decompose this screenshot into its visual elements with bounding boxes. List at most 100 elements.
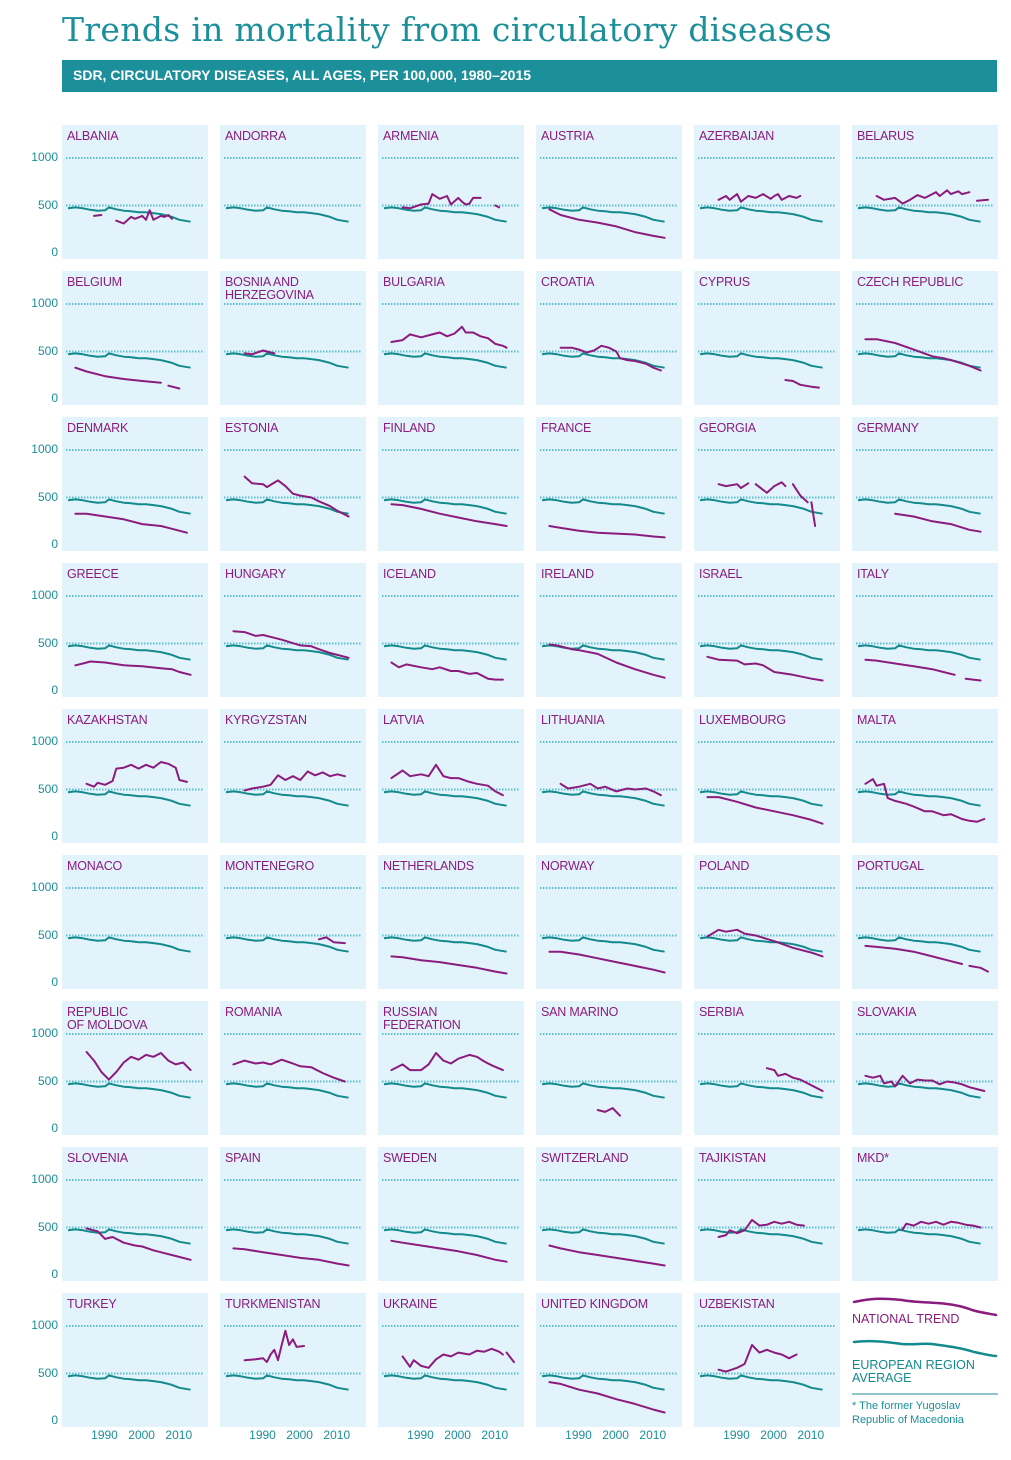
european-average-line xyxy=(383,644,507,661)
country-panel: NETHERLANDS xyxy=(378,855,524,989)
panel-plot xyxy=(856,595,994,682)
national-trend-line xyxy=(548,950,666,974)
european-average-line xyxy=(67,936,191,953)
national-trend-line xyxy=(243,349,276,356)
country-name: LATVIA xyxy=(383,713,424,727)
country-panel: ROMANIA xyxy=(220,1001,366,1135)
national-trend-line xyxy=(115,209,173,225)
european-average-line xyxy=(699,790,823,807)
country-name: SERBIA xyxy=(699,1005,744,1019)
panel-plot xyxy=(540,887,678,974)
country-name: CYPRUS xyxy=(699,275,750,289)
european-average-line xyxy=(67,790,191,807)
country-name: LITHUANIA xyxy=(541,713,605,727)
european-average-line xyxy=(699,352,823,369)
european-average-line xyxy=(383,1082,507,1099)
country-name: SWEDEN xyxy=(383,1151,437,1165)
national-trend-line xyxy=(85,761,188,788)
national-trend-line xyxy=(559,782,662,797)
european-average-line xyxy=(225,1228,349,1245)
european-average-line xyxy=(383,936,507,953)
y-tick-label: 0 xyxy=(51,683,58,697)
panel-plot xyxy=(698,303,836,389)
y-tick-label: 1000 xyxy=(31,588,58,602)
european-average-line xyxy=(857,1228,981,1245)
european-average-line xyxy=(699,206,823,223)
legend-national-label: NATIONAL TREND xyxy=(852,1312,960,1326)
x-tick-label: 1990 xyxy=(91,1428,118,1442)
country-name: AUSTRIA xyxy=(541,129,594,143)
european-average-line xyxy=(225,790,349,807)
x-tick-label: 2000 xyxy=(444,1428,471,1442)
panel-plot xyxy=(66,303,204,390)
country-panel: PORTUGAL xyxy=(852,855,998,989)
legend-european-label: EUROPEAN REGION AVERAGE xyxy=(852,1358,975,1385)
national-trend-line xyxy=(875,189,971,205)
country-name: KYRGYZSTAN xyxy=(225,713,307,727)
country-panel: MKD* xyxy=(852,1147,998,1281)
national-trend-line xyxy=(85,1051,192,1081)
y-tick-label: 500 xyxy=(37,635,58,650)
panel-plot xyxy=(540,1179,678,1267)
country-name: SLOVENIA xyxy=(67,1151,128,1165)
national-trend-line xyxy=(548,525,666,539)
country-panel: FRANCE xyxy=(536,417,682,551)
y-tick-label: 500 xyxy=(37,1073,58,1088)
country-name: SWITZERLAND xyxy=(541,1151,629,1165)
country-panel: SLOVAKIA xyxy=(852,1001,998,1135)
country-panel: ARMENIA xyxy=(378,125,524,259)
european-average-line xyxy=(383,790,507,807)
european-average-line xyxy=(225,936,349,953)
european-average-line xyxy=(225,1374,349,1391)
panel-plot xyxy=(224,1179,362,1267)
x-tick-label: 1990 xyxy=(565,1428,592,1442)
panel-plot xyxy=(382,1179,520,1263)
panel-plot xyxy=(540,303,678,372)
country-name: REPUBLIC OF MOLDOVA xyxy=(67,1005,148,1032)
panel-plot xyxy=(540,741,678,807)
national-trend-line xyxy=(390,763,504,797)
country-name: IRELAND xyxy=(541,567,594,581)
national-trend-line xyxy=(765,1067,824,1092)
european-average-line xyxy=(383,1228,507,1245)
y-tick-label: 500 xyxy=(37,927,58,942)
national-trend-line xyxy=(167,384,181,390)
country-name: TURKMENISTAN xyxy=(225,1297,321,1311)
panel-plot xyxy=(66,1033,204,1099)
subtitle-bar: SDR, CIRCULATORY DISEASES, ALL AGES, PER… xyxy=(62,60,997,92)
country-panel: AZERBAIJAN xyxy=(694,125,840,259)
european-average-line xyxy=(857,936,981,953)
european-average-line xyxy=(857,206,981,223)
european-average-line xyxy=(541,936,665,953)
country-name: TAJIKISTAN xyxy=(699,1151,766,1165)
country-panel: ALBANIA xyxy=(62,125,208,259)
country-panel: SERBIA xyxy=(694,1001,840,1135)
european-average-line xyxy=(67,644,191,661)
european-average-line xyxy=(541,1374,665,1391)
country-name: POLAND xyxy=(699,859,750,873)
country-panel: HUNGARY xyxy=(220,563,366,697)
x-tick-label: 2000 xyxy=(602,1428,629,1442)
country-name: SPAIN xyxy=(225,1151,261,1165)
country-name: MONTENEGRO xyxy=(225,859,314,873)
national-trend-line xyxy=(390,503,508,527)
european-average-line xyxy=(699,498,823,515)
country-name: ITALY xyxy=(857,567,889,581)
european-average-line xyxy=(541,790,665,807)
national-trend-line xyxy=(864,1074,986,1092)
country-panel: TURKMENISTAN xyxy=(220,1293,366,1427)
panel-plot xyxy=(856,1033,994,1099)
country-panel: KYRGYZSTAN xyxy=(220,709,366,843)
national-trend-line xyxy=(505,1351,515,1364)
country-name: HUNGARY xyxy=(225,567,286,581)
y-tick-label: 0 xyxy=(51,1413,58,1427)
european-average-line xyxy=(225,352,349,369)
y-tick-label: 500 xyxy=(37,1365,58,1380)
national-trend-line xyxy=(232,630,350,659)
y-tick-label: 500 xyxy=(37,489,58,504)
country-name: MONACO xyxy=(67,859,123,873)
panel-plot xyxy=(66,595,204,676)
european-average-line xyxy=(225,206,349,223)
national-trend-line xyxy=(810,501,817,527)
